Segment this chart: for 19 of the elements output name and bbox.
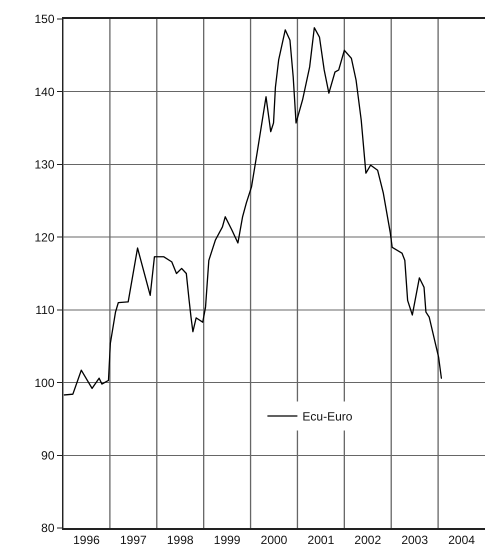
- x-tick-label: 2002: [354, 533, 382, 548]
- x-tick-label: 1996: [73, 533, 100, 548]
- y-tick-label: 130: [34, 158, 55, 172]
- x-tick-label: 2004: [448, 533, 476, 548]
- x-tick-label: 2001: [308, 533, 335, 548]
- y-tick-label: 150: [34, 12, 55, 26]
- x-tick-label: 1997: [120, 533, 147, 548]
- x-tick-label: 2003: [401, 533, 428, 548]
- x-tick-label: 1998: [166, 533, 194, 548]
- x-tick-label: 2000: [260, 533, 288, 548]
- line-series: [64, 27, 442, 396]
- y-tick-label: 100: [34, 376, 55, 390]
- y-tick-label: 120: [34, 230, 55, 244]
- y-tick-label: 80: [41, 521, 55, 536]
- legend-label: Ecu-Euro: [302, 410, 353, 424]
- y-tick-label: 110: [35, 303, 55, 318]
- y-tick-label: 90: [41, 448, 55, 462]
- x-tick-label: 1999: [214, 533, 241, 548]
- y-tick-label: 140: [34, 84, 55, 99]
